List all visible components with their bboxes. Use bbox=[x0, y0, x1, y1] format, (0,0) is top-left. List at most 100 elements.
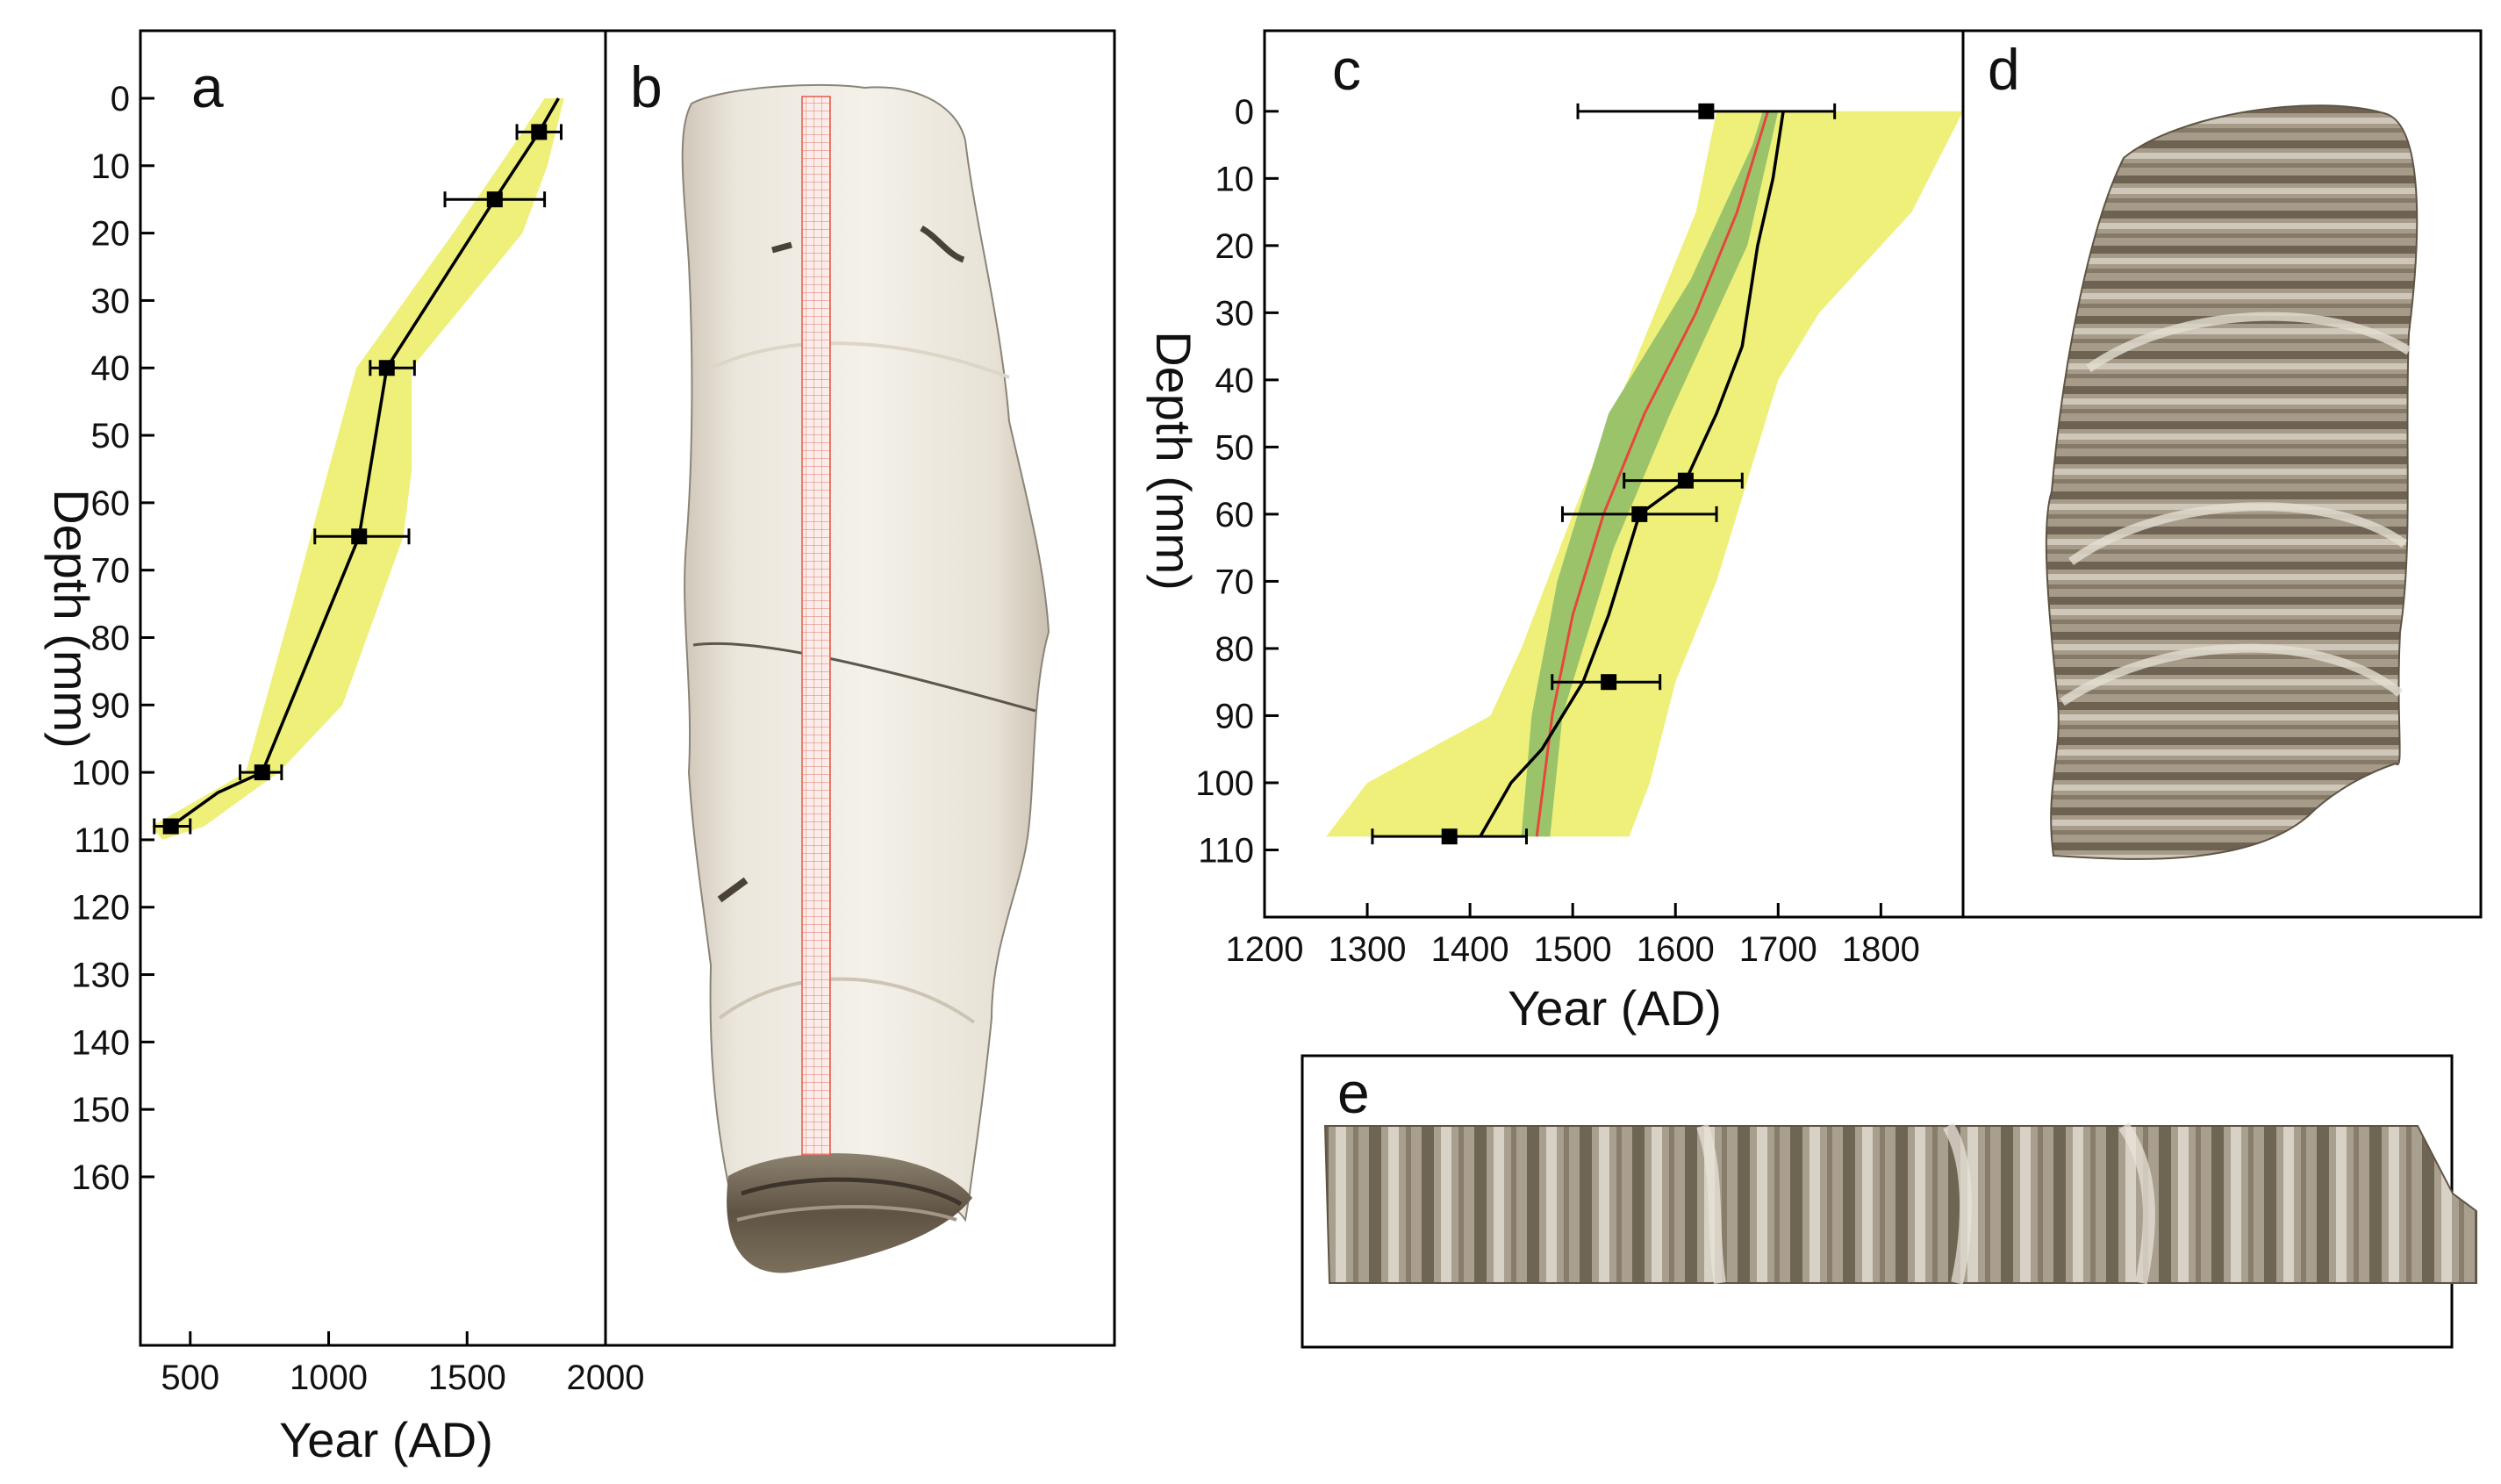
a-y-tick-label: 40 bbox=[91, 349, 131, 388]
a-y-tick-label: 10 bbox=[91, 147, 131, 186]
a-age-point-4 bbox=[239, 764, 283, 781]
panel-c-y-axis-title: Depth (mm) bbox=[1146, 331, 1201, 591]
a-y-tick-label: 50 bbox=[91, 417, 131, 455]
a-y-tick-label: 20 bbox=[91, 215, 131, 254]
c-age-point-3 bbox=[1551, 674, 1662, 691]
panel-d-speleothem-photo bbox=[2045, 104, 2419, 860]
a-age-marker bbox=[378, 360, 395, 376]
panel-a-age-model bbox=[169, 97, 560, 828]
a-age-marker bbox=[486, 191, 503, 208]
panel-a-x-axis: 500 1000 1500 2000 bbox=[161, 1331, 644, 1397]
a-age-point-0 bbox=[515, 124, 563, 140]
c-inner-envelope-area bbox=[1521, 111, 1779, 837]
panel-c-age-model bbox=[1479, 111, 1785, 838]
c-age-marker bbox=[1677, 472, 1694, 489]
panel-a-frame bbox=[139, 29, 607, 1347]
a-y-tick-label: 70 bbox=[91, 552, 131, 591]
a-y-tick-label: 100 bbox=[71, 754, 130, 792]
panel-a: a 0 10 20 30 40 50 60 70 80 90 100 110 120 130 140 150 1… bbox=[44, 29, 644, 1467]
panel-d-label: d bbox=[1988, 37, 2020, 102]
c-age-marker bbox=[1698, 103, 1715, 119]
a-y-tick-label: 140 bbox=[71, 1023, 130, 1062]
a-y-tick-label: 30 bbox=[91, 282, 131, 320]
panel-d: d bbox=[1961, 29, 2483, 919]
c-y-tick-label: 40 bbox=[1215, 362, 1255, 400]
a-y-tick-label: 150 bbox=[71, 1091, 130, 1129]
a-x-tick-label: 1000 bbox=[290, 1359, 368, 1397]
a-y-tick-label: 120 bbox=[71, 889, 130, 928]
panel-a-age-markers bbox=[153, 124, 563, 835]
panel-b-scale-bar bbox=[801, 96, 831, 1156]
c-median-curve bbox=[1535, 111, 1770, 837]
c-y-tick-label: 90 bbox=[1215, 697, 1255, 735]
panel-d-frame bbox=[1961, 29, 2483, 919]
panel-a-y-axis-title: Depth (mm) bbox=[44, 489, 99, 749]
a-age-model-curve bbox=[169, 97, 560, 828]
a-y-tick-label: 80 bbox=[91, 619, 131, 657]
c-x-tick-label: 1800 bbox=[1842, 930, 1920, 969]
c-x-tick-label: 1300 bbox=[1329, 930, 1407, 969]
c-y-tick-label: 50 bbox=[1215, 428, 1255, 467]
panel-c-median-line bbox=[1535, 111, 1770, 837]
c-y-tick-label: 60 bbox=[1215, 496, 1255, 534]
panel-e-label: e bbox=[1337, 1060, 1370, 1125]
panel-b-speleothem-photo bbox=[681, 83, 1050, 1273]
panel-a-y-axis: 0 10 20 30 40 50 60 70 80 90 100 110 120 130 140 150 160 bbox=[71, 80, 154, 1197]
panel-e: e bbox=[1301, 1054, 2477, 1349]
a-age-marker bbox=[162, 818, 179, 835]
c-x-tick-label: 1600 bbox=[1637, 930, 1715, 969]
panel-b: b bbox=[604, 29, 1116, 1347]
a-x-tick-label: 1500 bbox=[428, 1359, 506, 1397]
a-x-tick-label: 500 bbox=[161, 1359, 219, 1397]
panel-b-label: b bbox=[630, 54, 663, 119]
panel-b-frame bbox=[604, 29, 1116, 1347]
c-x-tick-label: 1400 bbox=[1431, 930, 1509, 969]
c-age-model-curve bbox=[1479, 111, 1785, 838]
a-envelope-area bbox=[151, 98, 564, 840]
a-age-marker bbox=[351, 528, 368, 545]
c-x-tick-label: 1500 bbox=[1534, 930, 1612, 969]
panel-c-age-markers bbox=[1371, 103, 1837, 845]
a-y-tick-label: 130 bbox=[71, 957, 130, 995]
c-y-tick-label: 80 bbox=[1215, 630, 1255, 669]
a-y-tick-label: 90 bbox=[91, 686, 131, 725]
c-age-point-2 bbox=[1560, 505, 1718, 522]
c-y-tick-label: 70 bbox=[1215, 563, 1255, 601]
c-y-tick-label: 0 bbox=[1235, 93, 1254, 132]
panel-c-inner-envelope bbox=[1521, 111, 1779, 837]
a-y-tick-label: 60 bbox=[91, 484, 131, 523]
c-y-tick-label: 20 bbox=[1215, 227, 1255, 266]
panel-e-speleothem-photo bbox=[1323, 1125, 2477, 1284]
panel-c-x-axis-title: Year (AD) bbox=[1508, 980, 1722, 1036]
a-age-point-3 bbox=[313, 528, 411, 545]
c-age-marker bbox=[1441, 828, 1458, 845]
a-x-tick-label: 2000 bbox=[567, 1359, 645, 1397]
a-age-point-5 bbox=[153, 818, 192, 835]
panel-a-x-axis-title: Year (AD) bbox=[279, 1412, 493, 1467]
panel-c-label: c bbox=[1332, 37, 1361, 102]
c-age-point-1 bbox=[1623, 472, 1744, 489]
a-y-tick-label: 110 bbox=[74, 821, 130, 860]
c-age-point-4 bbox=[1371, 828, 1528, 845]
panel-a-label: a bbox=[191, 54, 224, 119]
panel-c: c 0 10 20 30 40 50 60 70 80 90 100 110 1200 1300 1400… bbox=[1146, 29, 1965, 1036]
panel-a-uncertainty-envelope bbox=[151, 98, 564, 840]
c-y-tick-label: 10 bbox=[1215, 160, 1255, 198]
c-x-tick-label: 1200 bbox=[1226, 930, 1304, 969]
c-age-point-0 bbox=[1576, 103, 1837, 119]
panel-c-y-axis: 0 10 20 30 40 50 60 70 80 90 100 110 bbox=[1195, 93, 1279, 870]
a-age-point-1 bbox=[443, 191, 547, 208]
c-age-marker bbox=[1631, 505, 1648, 522]
a-age-marker bbox=[531, 124, 548, 140]
a-y-tick-label: 160 bbox=[71, 1158, 130, 1197]
c-y-tick-label: 110 bbox=[1198, 831, 1254, 870]
panel-c-x-axis: 1200 1300 1400 1500 1600 1700 1800 bbox=[1226, 903, 1920, 969]
a-age-point-2 bbox=[369, 360, 416, 376]
a-y-tick-label: 0 bbox=[111, 80, 130, 118]
c-y-tick-label: 100 bbox=[1195, 764, 1254, 803]
c-age-marker bbox=[1601, 674, 1617, 691]
a-age-marker bbox=[254, 764, 270, 781]
c-x-tick-label: 1700 bbox=[1739, 930, 1817, 969]
c-y-tick-label: 30 bbox=[1215, 294, 1255, 333]
